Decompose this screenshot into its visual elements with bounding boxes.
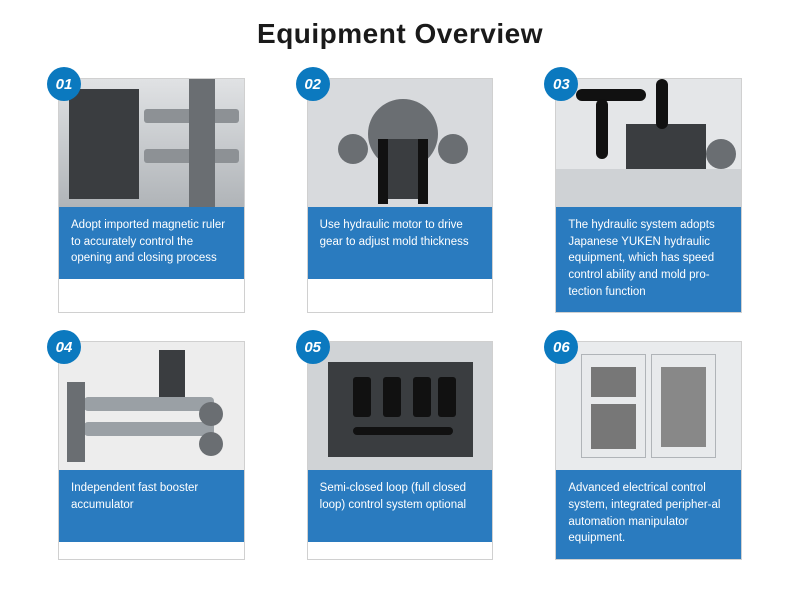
- card-caption: Semi-closed loop (full closed loop) cont…: [308, 470, 493, 542]
- card-caption: Advanced electrical control system, inte…: [556, 470, 741, 559]
- equipment-card-04: 04 Independent fast booster accumulator: [58, 341, 245, 560]
- equipment-photo: [556, 79, 741, 207]
- equipment-photo: [308, 79, 493, 207]
- equipment-photo: [59, 342, 244, 470]
- card-caption: Adopt imported magnetic ruler to accurat…: [59, 207, 244, 279]
- equipment-photo: [556, 342, 741, 470]
- equipment-photo: [59, 79, 244, 207]
- card-badge: 02: [296, 67, 330, 101]
- equipment-card-05: 05 Semi-closed loop (full closed loop) c…: [307, 341, 494, 560]
- equipment-photo: [308, 342, 493, 470]
- card-caption: The hydraulic system adopts Japanese YUK…: [556, 207, 741, 312]
- card-badge: 01: [47, 67, 81, 101]
- equipment-card-06: 06 Advanced electrical control system, i…: [555, 341, 742, 560]
- equipment-card-02: 02 Use hydraulic motor to drive gear to …: [307, 78, 494, 313]
- card-caption: Use hydraulic motor to drive gear to adj…: [308, 207, 493, 279]
- page-title: Equipment Overview: [0, 18, 800, 50]
- card-badge: 05: [296, 330, 330, 364]
- card-caption: Independent fast booster accumulator: [59, 470, 244, 542]
- equipment-card-03: 03 The hydraulic system adopts Japanese …: [555, 78, 742, 313]
- equipment-card-01: 01 Adopt imported magnetic ruler to accu…: [58, 78, 245, 313]
- card-grid: 01 Adopt imported magnetic ruler to accu…: [0, 78, 800, 560]
